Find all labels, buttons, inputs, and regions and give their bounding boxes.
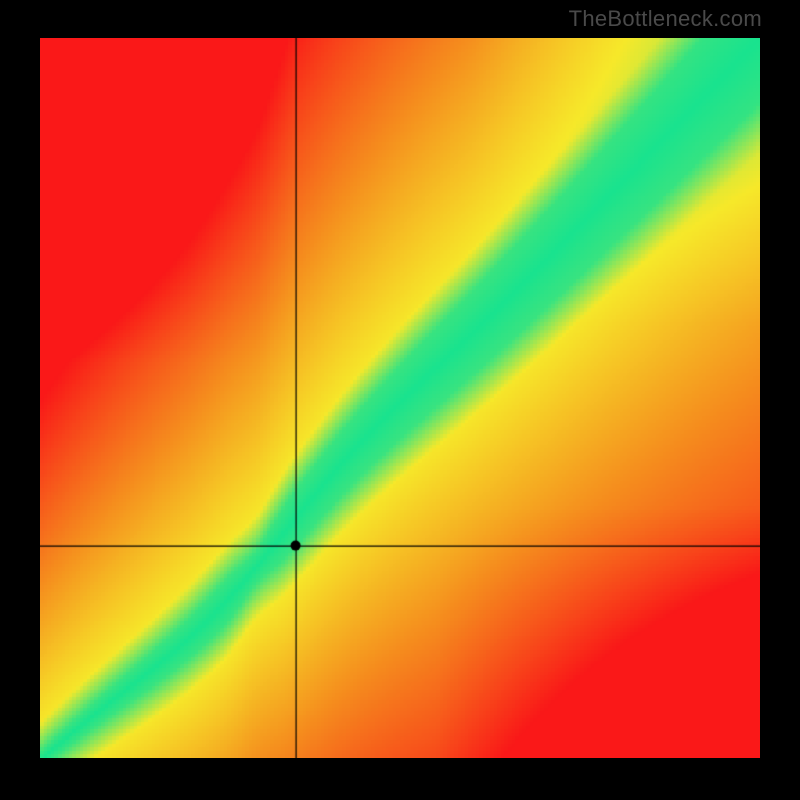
- watermark-text: TheBottleneck.com: [569, 6, 762, 32]
- bottleneck-heatmap: [40, 38, 760, 758]
- chart-frame: TheBottleneck.com: [0, 0, 800, 800]
